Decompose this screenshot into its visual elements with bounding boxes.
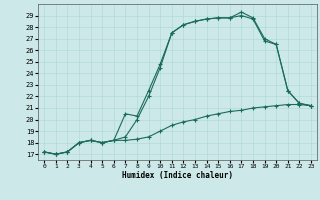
X-axis label: Humidex (Indice chaleur): Humidex (Indice chaleur)	[122, 171, 233, 180]
